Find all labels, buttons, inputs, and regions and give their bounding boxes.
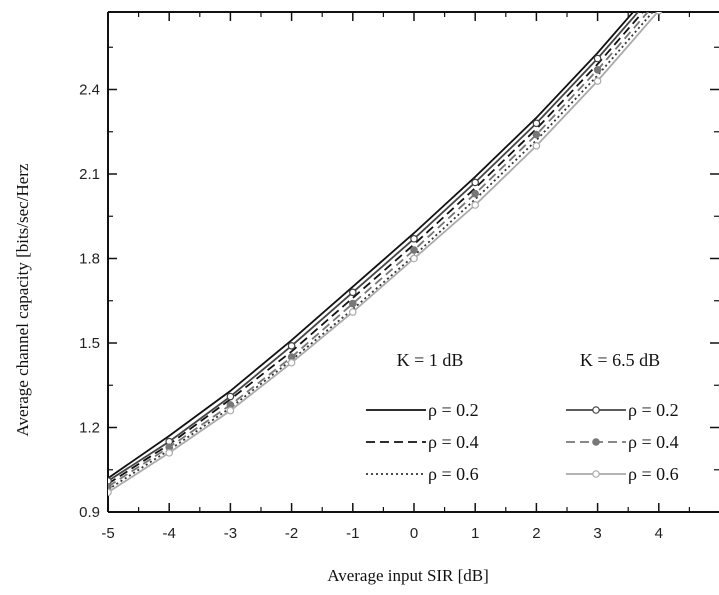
y-tick-label: 1.2 bbox=[79, 419, 100, 436]
series-marker-5 bbox=[410, 246, 418, 254]
series-marker-4 bbox=[226, 392, 235, 401]
series-marker-6 bbox=[655, 12, 663, 15]
legend-group-title: K = 6.5 dB bbox=[580, 350, 660, 370]
y-tick-label: 2.4 bbox=[79, 81, 100, 98]
series-marker-6 bbox=[471, 201, 480, 209]
x-tick-label: -3 bbox=[224, 525, 237, 542]
series-marker-4 bbox=[471, 178, 480, 187]
legend-label-2: ρ = 0.4 bbox=[428, 432, 479, 452]
x-tick-label: 2 bbox=[532, 525, 540, 542]
legend-marker-4 bbox=[592, 406, 600, 414]
series-marker-6 bbox=[348, 308, 357, 316]
series-marker-4 bbox=[593, 54, 602, 63]
series-marker-4 bbox=[348, 288, 357, 297]
y-tick-label: 0.9 bbox=[79, 504, 100, 521]
legend-marker-5 bbox=[592, 438, 600, 446]
series-marker-5 bbox=[471, 189, 480, 198]
plot-area: -5 -4 -3 -2 -1 0 1 2 3 4 0.9 1.2 1.5 1.8 2.1 2.4 K = 1 d… bbox=[79, 0, 719, 542]
series-line-3 bbox=[108, 12, 654, 491]
legend-label-6: ρ = 0.6 bbox=[628, 464, 679, 484]
x-tick-label: 0 bbox=[410, 525, 418, 542]
series-marker-6 bbox=[108, 488, 112, 497]
x-tick-label: -2 bbox=[285, 525, 298, 542]
y-axis-title: Average channel capacity [bits/sec/Herz bbox=[13, 163, 32, 436]
series-marker-5 bbox=[348, 299, 357, 308]
series-line-6 bbox=[108, 12, 659, 494]
series-marker-5 bbox=[593, 65, 602, 74]
x-tick-label: 1 bbox=[471, 525, 479, 542]
series-line-4 bbox=[108, 12, 640, 482]
x-axis-title: Average input SIR [dB] bbox=[327, 566, 489, 585]
series-line-2 bbox=[108, 12, 645, 485]
y-tick-label: 2.1 bbox=[79, 166, 100, 183]
curves-group bbox=[108, 0, 663, 497]
series-marker-6 bbox=[165, 449, 174, 457]
x-tick-label: -4 bbox=[163, 525, 176, 542]
series-marker-6 bbox=[593, 77, 602, 85]
legend-label-5: ρ = 0.4 bbox=[628, 432, 679, 452]
legend-label-4: ρ = 0.2 bbox=[628, 400, 679, 420]
series-marker-4 bbox=[287, 342, 296, 350]
series-line-1 bbox=[108, 12, 635, 479]
series-marker-5 bbox=[656, 0, 662, 3]
y-tick-label: 1.8 bbox=[79, 250, 100, 267]
series-marker-6 bbox=[226, 406, 235, 415]
series-line-5 bbox=[108, 12, 650, 488]
x-tick-label: -1 bbox=[346, 525, 359, 542]
legend-label-1: ρ = 0.2 bbox=[428, 400, 479, 420]
series-marker-5 bbox=[532, 130, 541, 139]
series-marker-6 bbox=[410, 254, 418, 263]
legend-label-3: ρ = 0.6 bbox=[428, 464, 479, 484]
x-tick-label: -5 bbox=[101, 525, 114, 542]
series-marker-6 bbox=[287, 358, 296, 367]
series-marker-6 bbox=[532, 142, 541, 150]
series-marker-4 bbox=[532, 119, 541, 128]
legend-group-title: K = 1 dB bbox=[397, 350, 464, 370]
y-tick-label: 1.5 bbox=[79, 335, 100, 352]
x-tick-label: 4 bbox=[655, 525, 663, 542]
x-tick-label: 3 bbox=[593, 525, 601, 542]
series-marker-4 bbox=[410, 234, 418, 243]
legend-marker-6 bbox=[592, 470, 600, 478]
